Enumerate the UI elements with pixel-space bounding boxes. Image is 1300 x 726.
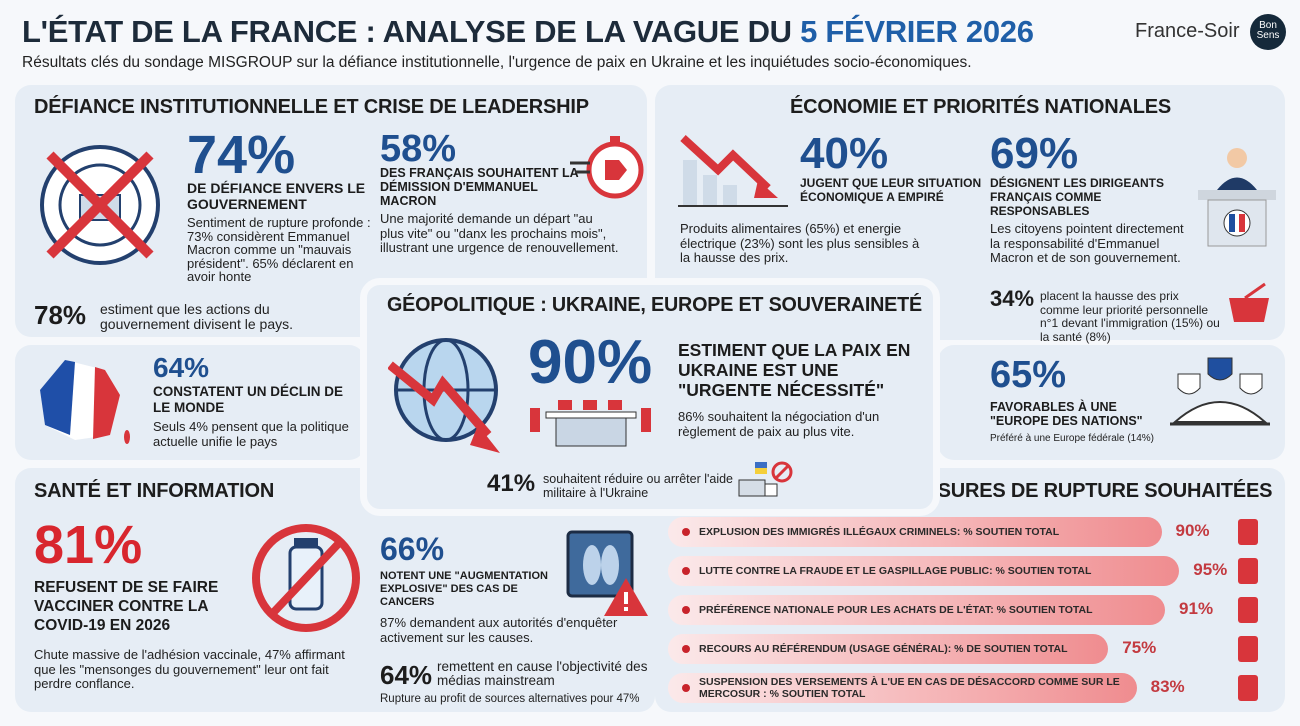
stat-value: 40% xyxy=(800,129,889,178)
measure-value: 90% xyxy=(1175,521,1210,540)
measure-label: EXPLUSION DES IMMIGRÉS ILLÉGAUX CRIMINEL… xyxy=(699,526,1060,538)
measure-bar: EXPLUSION DES IMMIGRÉS ILLÉGAUX CRIMINEL… xyxy=(668,517,1162,547)
stat-text: Sentiment de rupture profonde : 73% cons… xyxy=(187,215,371,284)
measure-bar: RECOURS AU RÉFÉRENDUM (USAGE GÉNÉRAL): %… xyxy=(668,634,1109,664)
stat-text: souhaitent réduire ou arrêter l'aide mil… xyxy=(543,472,734,500)
stat-text: Produits alimentaires (65%) et energie é… xyxy=(680,221,920,265)
measure-bar: LUTTE CONTRE LA FRAUDE ET LE GASPILLAGE … xyxy=(668,556,1180,586)
page-title: L'ÉTAT DE LA FRANCE : ANALYSE DE LA VAGU… xyxy=(22,14,1034,50)
stat-label: DÉSIGNENT LES DIRIGEANTS FRANÇAIS COMME … xyxy=(990,176,1165,218)
stat-value: 34% xyxy=(990,286,1035,311)
stat-text: Chute massive de l'adhésion vaccinale, 4… xyxy=(34,647,345,691)
bullet-dot xyxy=(682,528,690,536)
stat-value: 64% xyxy=(153,352,210,383)
stat-value: 58% xyxy=(380,128,457,170)
stat-text: Les citoyens pointent directement la res… xyxy=(990,221,1184,265)
stat-value: 41% xyxy=(487,470,536,497)
stat-value: 64% xyxy=(380,660,433,690)
stat-text: Préféré à une Europe fédérale (14%) xyxy=(990,433,1154,444)
stopwatch-exit-icon xyxy=(570,136,644,199)
stat-text: remettent en cause l'objectivité des méd… xyxy=(437,659,648,688)
bon-sens-badge: Bon Sens xyxy=(1250,14,1286,50)
bon-sens-text: Bon Sens xyxy=(1256,20,1280,41)
shields-dome-icon xyxy=(1170,357,1270,426)
measure-value: 95% xyxy=(1193,560,1228,579)
bullet-dot xyxy=(682,567,690,575)
measure-value: 83% xyxy=(1150,677,1185,696)
truck-no-aid-icon xyxy=(738,461,793,497)
stat-value: 74% xyxy=(187,125,296,185)
section-title: ÉCONOMIE ET PRIORITÉS NATIONALES xyxy=(790,96,1172,118)
stat-value: 66% xyxy=(380,531,445,567)
stat-label: ESTIMENT QUE LA PAIX EN UKRAINE EST UNE … xyxy=(678,340,911,400)
stat-value: 78% xyxy=(34,300,87,330)
globe-decline-icon xyxy=(388,338,500,453)
politician-podium-icon xyxy=(1198,148,1276,247)
measure-label: LUTTE CONTRE LA FRAUDE ET LE GASPILLAGE … xyxy=(699,565,1092,577)
negotiation-table-icon xyxy=(530,400,651,447)
stat-label: REFUSENT DE SE FAIRE VACCINER CONTRE LA … xyxy=(34,579,219,634)
stat-text: estiment que les actions du gouvernement… xyxy=(100,301,293,332)
france-map-icon xyxy=(40,360,130,444)
page-subtitle: Résultats clés du sondage MISGROUP sur l… xyxy=(22,54,972,71)
stat-label: CONSTATENT UN DÉCLIN DE LE MONDE xyxy=(153,384,343,415)
xray-warning-icon xyxy=(566,530,648,616)
stat-text: Seuls 4% pensent que la politique actuel… xyxy=(153,419,349,449)
stat-value: 81% xyxy=(34,515,143,575)
stat-value: 69% xyxy=(990,129,1079,178)
section-title: SANTÉ ET INFORMATION xyxy=(34,480,275,502)
exit-door-icon xyxy=(1232,515,1266,549)
measure-bar: SUSPENSION DES VERSEMENTS À L'UE EN CAS … xyxy=(668,673,1137,703)
stat-label: NOTENT UNE "AUGMENTATION EXPLOSIVE" DES … xyxy=(380,570,548,608)
stat-label: FAVORABLES À UNE "EUROPE DES NATIONS" xyxy=(990,400,1143,428)
measure-value: 75% xyxy=(1122,638,1157,657)
shopping-basket-icon xyxy=(1229,282,1269,322)
stat-text: placent la hausse des prix comme leur pr… xyxy=(1040,289,1220,344)
ballot-box-icon xyxy=(1232,632,1266,666)
stat-text: 87% demandent aux autorités d'enquêter a… xyxy=(380,615,618,645)
measure-label: PRÉFÉRENCE NATIONALE POUR LES ACHATS DE … xyxy=(699,604,1093,616)
stat-value: 65% xyxy=(990,354,1067,396)
france-soir-logo: France-Soir xyxy=(1135,20,1240,42)
measure-label: RECOURS AU RÉFÉRENDUM (USAGE GÉNÉRAL): %… xyxy=(699,643,1068,655)
section-title: GÉOPOLITIQUE : UKRAINE, EUROPE ET SOUVER… xyxy=(387,294,922,316)
title-date: 5 FÉVRIER 2026 xyxy=(800,14,1034,49)
measure-bar: PRÉFÉRENCE NATIONALE POUR LES ACHATS DE … xyxy=(668,595,1166,625)
stat-note: Rupture au profit de sources alternative… xyxy=(380,693,640,705)
section-title: DÉFIANCE INSTITUTIONNELLE ET CRISE DE LE… xyxy=(34,96,589,118)
handshake-icon xyxy=(1232,593,1266,627)
bullet-dot xyxy=(682,606,690,614)
bullet-dot xyxy=(682,684,690,692)
section-title: MESURES DE RUPTURE SOUHAITÉES xyxy=(908,480,1273,502)
stat-label: DES FRANÇAIS SOUHAITENT LA DÉMISSION D'E… xyxy=(380,166,579,208)
measure-value: 91% xyxy=(1179,599,1214,618)
stat-text: 86% souhaitent la négociation d'un règle… xyxy=(678,409,880,439)
falling-chart-icon xyxy=(678,135,788,207)
crossed-government-seal-icon xyxy=(40,145,160,265)
title-main: L'ÉTAT DE LA FRANCE : ANALYSE DE LA VAGU… xyxy=(22,14,801,49)
stop-hand-icon xyxy=(1232,671,1266,705)
stat-value: 90% xyxy=(528,328,653,397)
stat-label: JUGENT QUE LEUR SITUATION ÉCONOMIQUE A E… xyxy=(800,176,982,204)
measure-label: SUSPENSION DES VERSEMENTS À L'UE EN CAS … xyxy=(699,676,1120,700)
scales-icon xyxy=(1232,554,1266,588)
stat-label: DE DÉFIANCE ENVERS LE GOUVERNEMENT xyxy=(187,180,366,212)
stat-text: Une majorité demande un départ "au plus … xyxy=(380,211,619,255)
no-vaccine-icon xyxy=(252,524,360,632)
bullet-dot xyxy=(682,645,690,653)
